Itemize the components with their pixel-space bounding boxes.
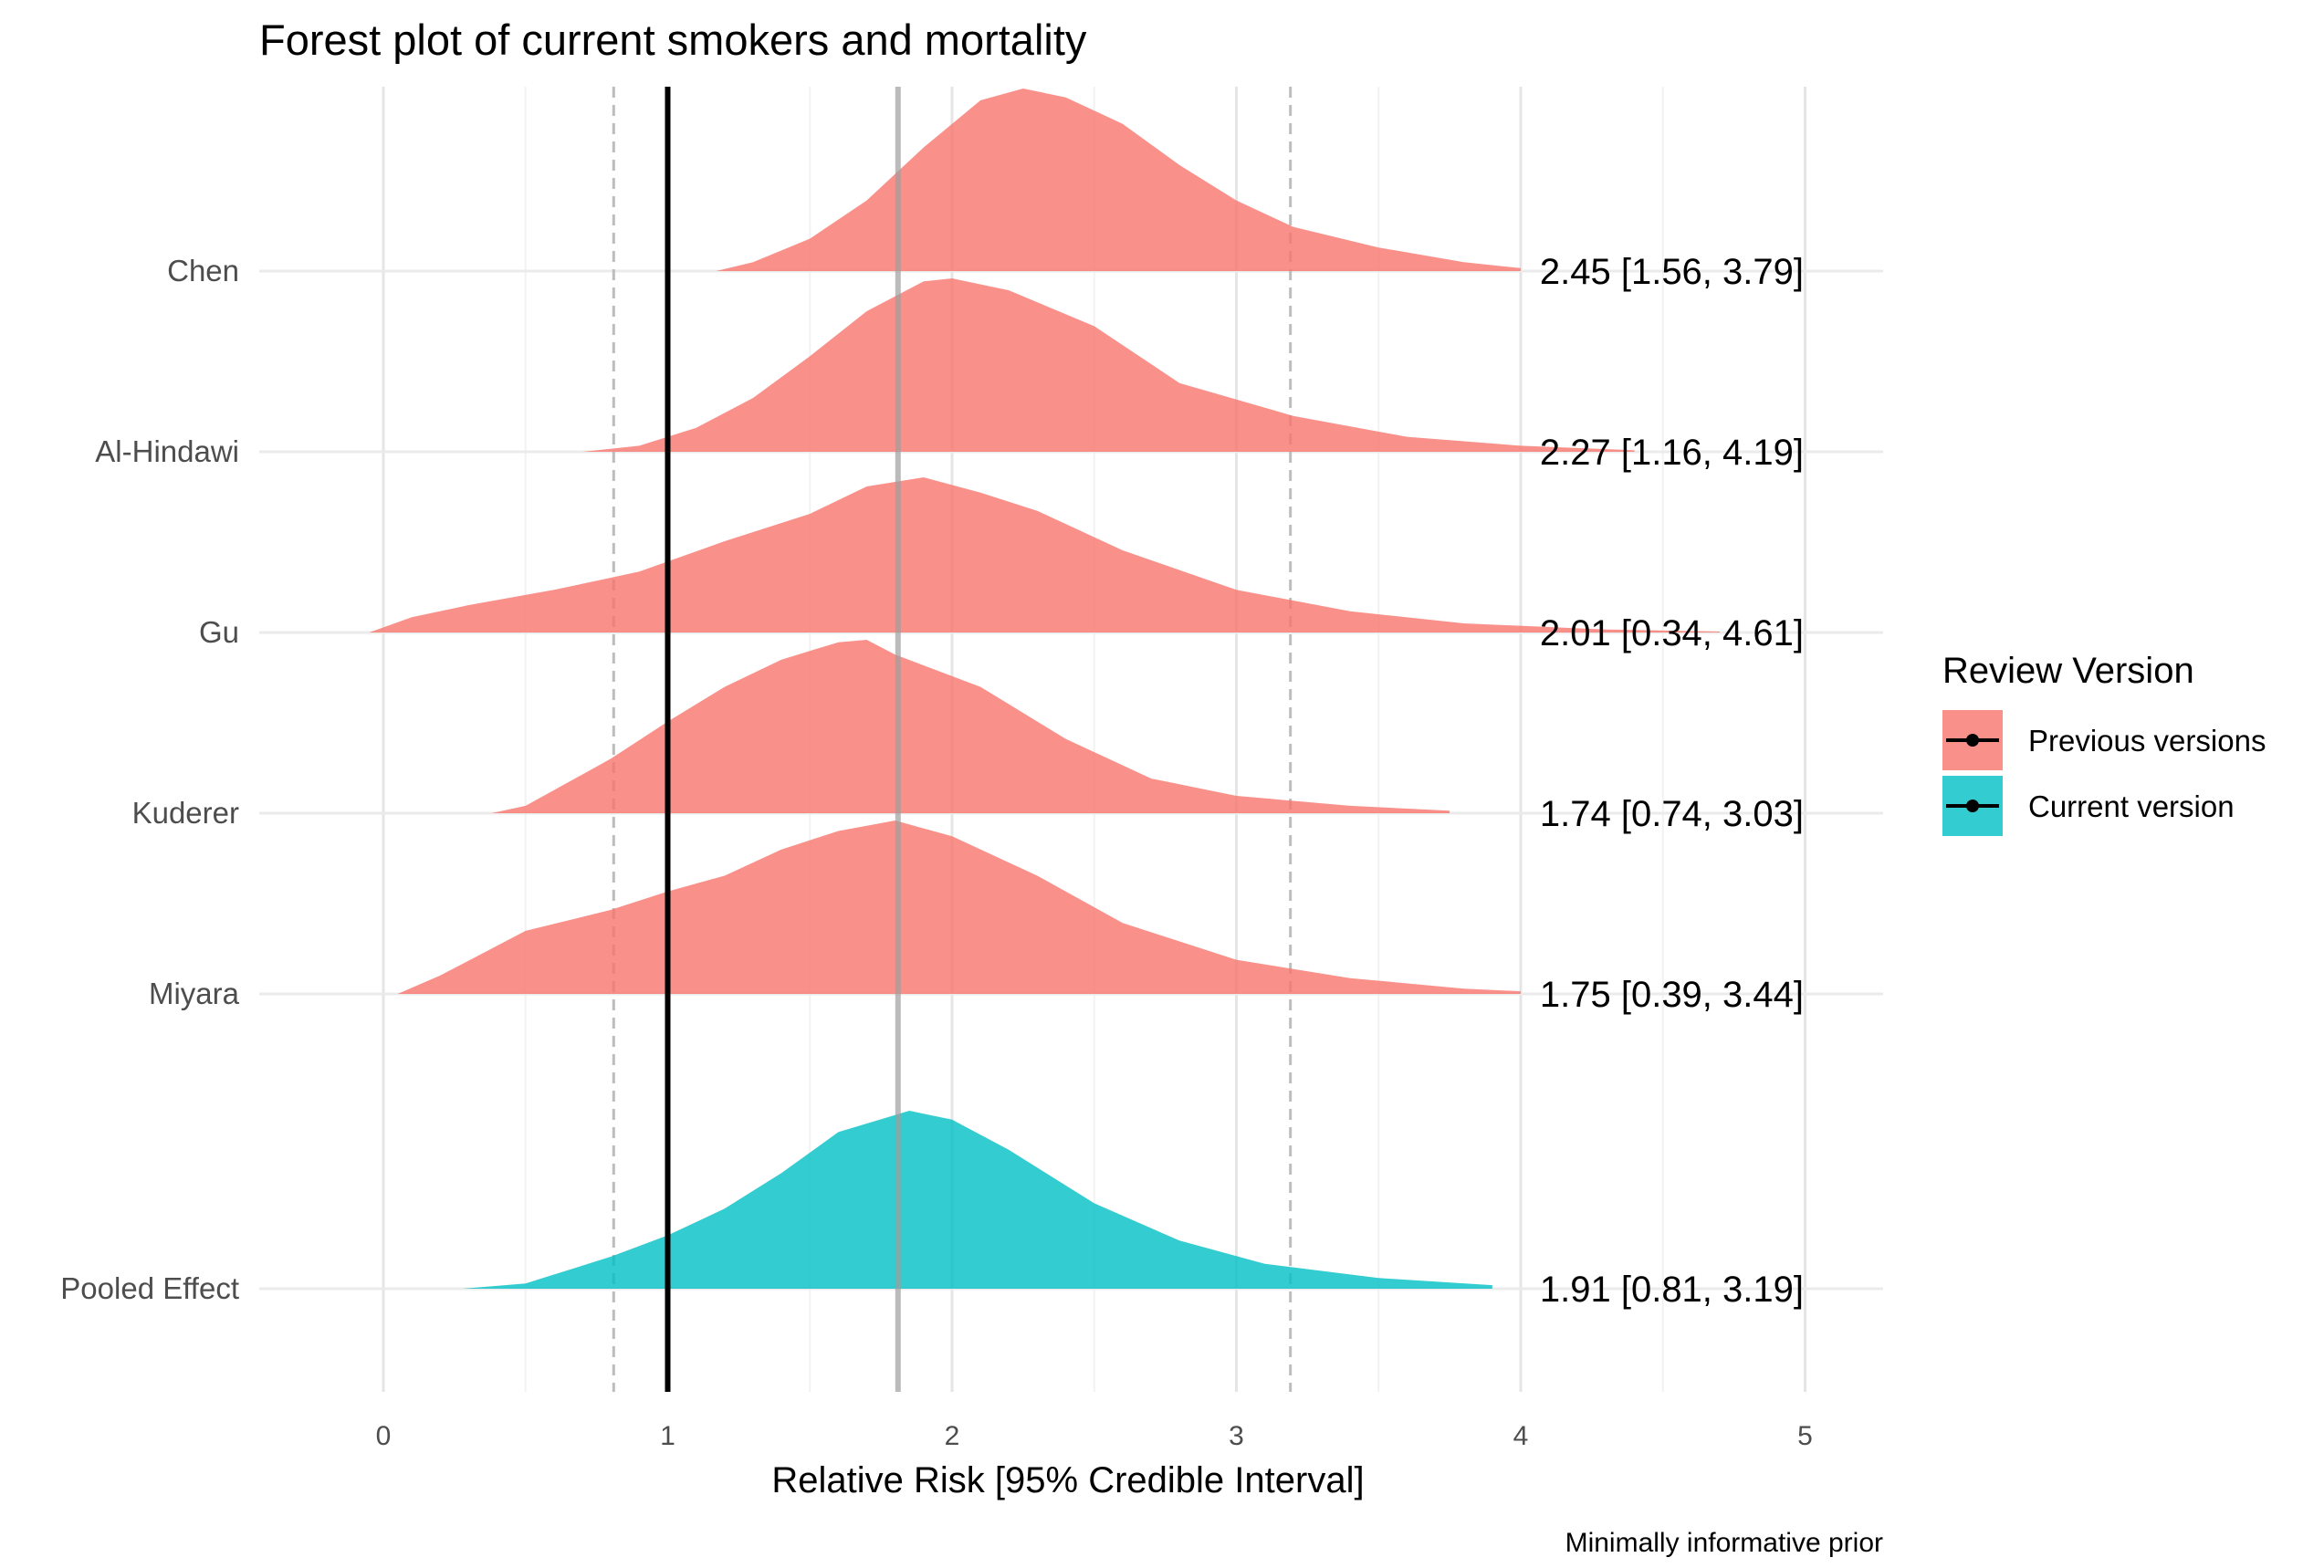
x-tick-label: 3 [1229, 1421, 1244, 1451]
estimate-label: 2.45 [1.56, 3.79] [1540, 252, 1804, 292]
reference-lines [612, 87, 1293, 1392]
legend-key-point [1966, 800, 1979, 812]
y-tick-label: Al-Hindawi [95, 434, 239, 468]
estimate-label: 2.01 [0.34, 4.61] [1540, 613, 1804, 653]
y-tick-label: Gu [199, 615, 239, 649]
density-ridge-kuderer [491, 640, 1450, 813]
x-tick-label: 1 [660, 1421, 675, 1451]
x-tick-label: 2 [945, 1421, 960, 1451]
x-tick-label: 4 [1513, 1421, 1529, 1451]
estimate-label: 2.27 [1.16, 4.19] [1540, 433, 1804, 473]
y-axis-labels: Chen Al-Hindawi Gu Kuderer Miyara Pooled Effe… [60, 254, 239, 1305]
legend-key-point [1966, 734, 1979, 747]
legend-label: Previous versions [2028, 724, 2266, 758]
caption: Minimally informative prior [1565, 1528, 1883, 1558]
estimate-labels: 2.45 [1.56, 3.79] 2.27 [1.16, 4.19] 2.01 [… [1540, 252, 1804, 1310]
legend: Review Version Previous versions Current … [1942, 651, 2266, 836]
density-ridge-pooled-effect [463, 1111, 1492, 1289]
density-ridge-gu [369, 477, 1720, 632]
x-tick-label: 5 [1797, 1421, 1813, 1451]
x-axis-ticks: 0 1 2 3 4 5 [376, 1421, 1813, 1451]
density-ridge-al-hindawi [582, 278, 1635, 452]
x-tick-label: 0 [376, 1421, 392, 1451]
y-tick-label: Kuderer [132, 796, 239, 830]
x-axis-label: Relative Risk [95% Credible Interval] [771, 1460, 1364, 1500]
chart-title: Forest plot of current smokers and morta… [259, 16, 1087, 64]
reference-line-overlay [665, 87, 901, 1392]
estimate-label: 1.91 [0.81, 3.19] [1540, 1270, 1804, 1310]
density-ridges [369, 89, 1720, 1289]
estimate-label: 1.75 [0.39, 3.44] [1540, 975, 1804, 1015]
y-tick-label: Miyara [149, 977, 240, 1010]
density-ridge-miyara [397, 821, 1522, 994]
y-tick-label: Pooled Effect [60, 1271, 239, 1305]
estimate-label: 1.74 [0.74, 3.03] [1540, 794, 1804, 834]
legend-title: Review Version [1942, 651, 2194, 691]
density-ridge-chen [716, 89, 1521, 271]
y-tick-label: Chen [167, 254, 239, 287]
legend-label: Current version [2028, 789, 2235, 823]
